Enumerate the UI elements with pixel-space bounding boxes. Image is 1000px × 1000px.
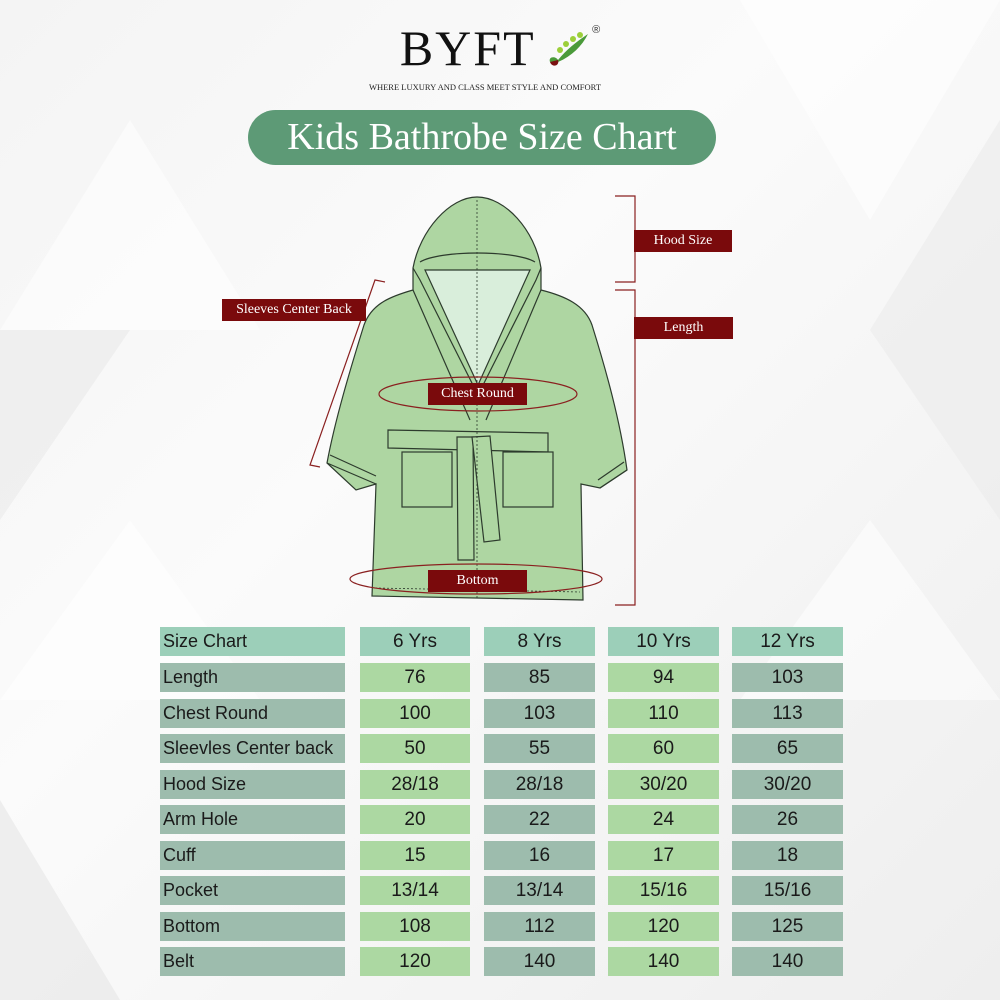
chest-measure-ellipse <box>378 376 578 412</box>
table-cell: 24 <box>608 805 719 834</box>
table-cell: 103 <box>732 663 843 692</box>
bottom-measure-ellipse <box>349 563 603 595</box>
table-cell: 103 <box>484 698 595 728</box>
table-cell: 22 <box>484 805 595 834</box>
table-header-label: Size Chart <box>160 627 345 656</box>
table-cell: 28/18 <box>360 769 470 799</box>
table-cell: 30/20 <box>732 769 843 799</box>
table-cell: 125 <box>732 911 843 941</box>
table-cell: 112 <box>484 911 595 941</box>
table-cell: 113 <box>732 698 843 728</box>
table-cell: 140 <box>608 947 719 976</box>
table-cell: 26 <box>732 805 843 834</box>
table-cell: 20 <box>360 805 470 834</box>
table-cell: 76 <box>360 663 470 692</box>
table-cell: 100 <box>360 698 470 728</box>
table-cell: 140 <box>732 947 843 976</box>
hood-size-bracket <box>615 195 636 283</box>
sleeves-bracket <box>309 279 386 468</box>
table-cell: 28/18 <box>484 769 595 799</box>
table-row-label: Bottom <box>160 911 345 941</box>
table-cell: 94 <box>608 663 719 692</box>
table-row-label: Hood Size <box>160 769 345 799</box>
table-cell: 16 <box>484 840 595 870</box>
table-cell: 120 <box>608 911 719 941</box>
table-cell: 120 <box>360 947 470 976</box>
table-header-size: 6 Yrs <box>360 627 470 656</box>
table-cell: 15/16 <box>732 876 843 905</box>
table-cell: 65 <box>732 734 843 763</box>
table-row-label: Length <box>160 663 345 692</box>
table-cell: 108 <box>360 911 470 941</box>
label-sleeves-center-back: Sleeves Center Back <box>222 299 366 321</box>
label-hood-size: Hood Size <box>634 230 732 252</box>
table-cell: 30/20 <box>608 769 719 799</box>
label-length: Length <box>634 317 733 339</box>
label-chest-round: Chest Round <box>428 383 527 405</box>
table-header-size: 12 Yrs <box>732 627 843 656</box>
brand-logo: BYFT ® <box>0 22 1000 74</box>
table-cell: 110 <box>608 698 719 728</box>
table-row-label: Arm Hole <box>160 805 345 834</box>
table-cell: 85 <box>484 663 595 692</box>
table-row-label: Pocket <box>160 876 345 905</box>
page-title: Kids Bathrobe Size Chart <box>248 110 716 165</box>
table-row-label: Cuff <box>160 840 345 870</box>
label-bottom: Bottom <box>428 570 527 592</box>
table-cell: 13/14 <box>360 876 470 905</box>
length-bracket <box>615 289 636 606</box>
table-cell: 13/14 <box>484 876 595 905</box>
brand-name: BYFT <box>399 20 536 76</box>
table-cell: 55 <box>484 734 595 763</box>
table-row-label: Sleevles Center back <box>160 734 345 763</box>
table-cell: 18 <box>732 840 843 870</box>
table-cell: 50 <box>360 734 470 763</box>
table-header-size: 8 Yrs <box>484 627 595 656</box>
table-cell: 15/16 <box>608 876 719 905</box>
table-row-label: Belt <box>160 947 345 976</box>
table-row-label: Chest Round <box>160 698 345 728</box>
table-header-size: 10 Yrs <box>608 627 719 656</box>
registered-mark: ® <box>592 24 601 36</box>
table-cell: 60 <box>608 734 719 763</box>
brand-tagline: WHERE LUXURY AND CLASS MEET STYLE AND CO… <box>368 82 602 92</box>
table-cell: 15 <box>360 840 470 870</box>
table-cell: 17 <box>608 840 719 870</box>
table-cell: 140 <box>484 947 595 976</box>
leaf-logo-icon <box>549 32 589 66</box>
